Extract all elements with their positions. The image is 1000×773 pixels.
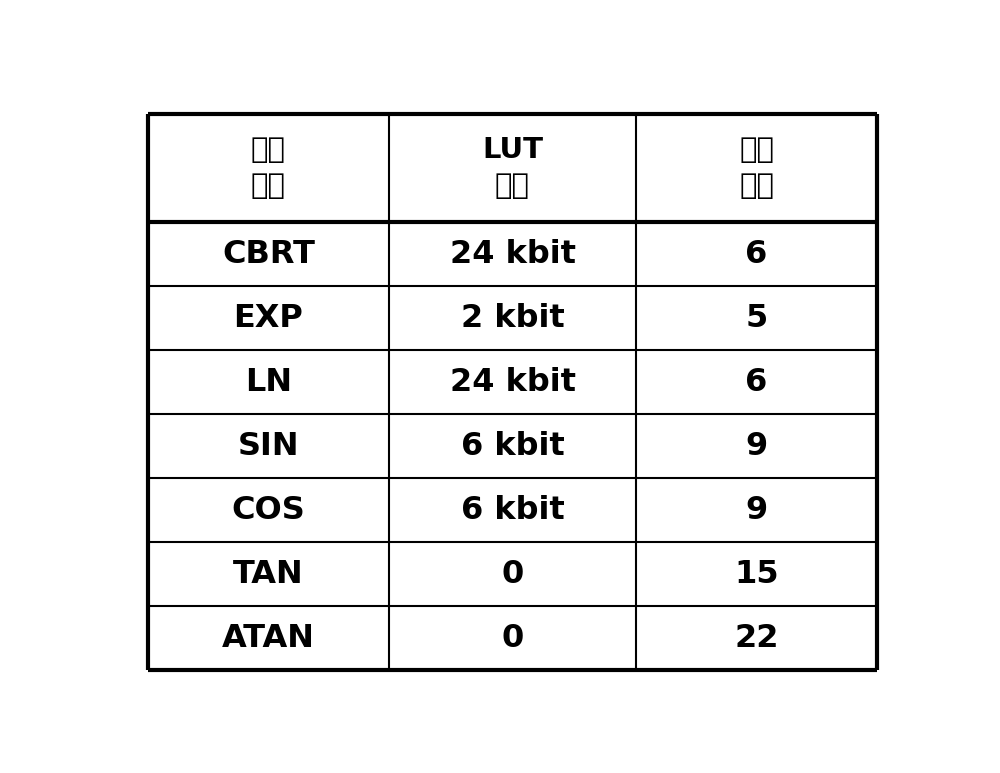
Text: 9: 9 — [745, 495, 768, 526]
Text: EXP: EXP — [234, 303, 303, 334]
Text: 22: 22 — [734, 622, 779, 654]
Text: CBRT: CBRT — [222, 239, 315, 270]
Text: 15: 15 — [734, 559, 779, 590]
Text: LUT
大小: LUT 大小 — [482, 135, 543, 200]
Text: 6: 6 — [745, 366, 768, 398]
Text: 5: 5 — [745, 303, 768, 334]
Text: 24 kbit: 24 kbit — [450, 366, 576, 398]
Text: 6 kbit: 6 kbit — [461, 495, 564, 526]
Text: TAN: TAN — [233, 559, 304, 590]
Text: 6 kbit: 6 kbit — [461, 431, 564, 461]
Text: 6: 6 — [745, 239, 768, 270]
Text: ATAN: ATAN — [222, 622, 315, 654]
Text: 0: 0 — [501, 559, 524, 590]
Text: SIN: SIN — [238, 431, 299, 461]
Text: 超越
函数: 超越 函数 — [251, 135, 286, 200]
Text: 2 kbit: 2 kbit — [461, 303, 564, 334]
Text: 泰勒
级数: 泰勒 级数 — [739, 135, 774, 200]
Text: 9: 9 — [745, 431, 768, 461]
Text: LN: LN — [245, 366, 292, 398]
Text: 24 kbit: 24 kbit — [450, 239, 576, 270]
Text: COS: COS — [232, 495, 305, 526]
Text: 0: 0 — [501, 622, 524, 654]
